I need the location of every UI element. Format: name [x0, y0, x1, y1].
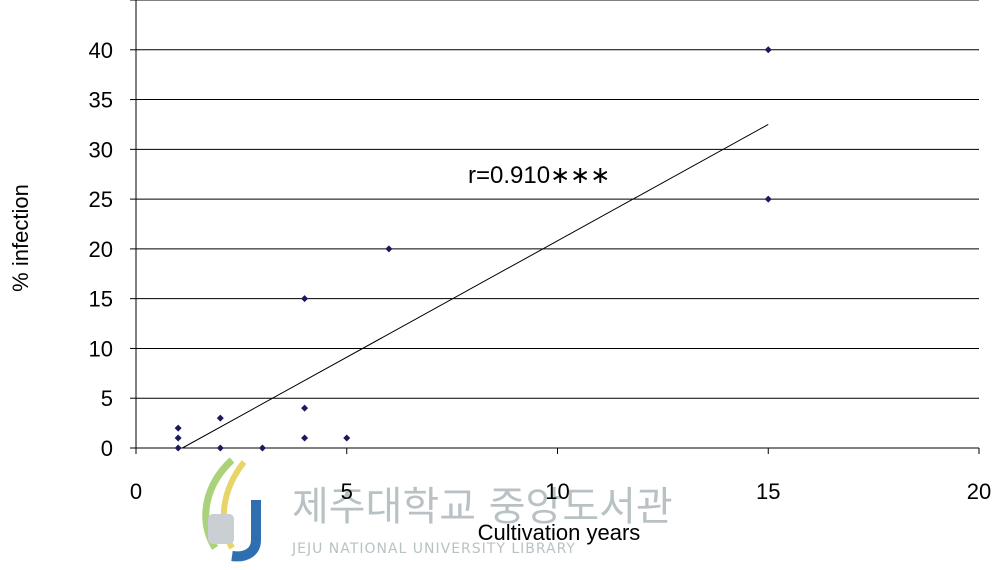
- jeju-university-logo-icon: [202, 457, 261, 562]
- data-point-5: [258, 444, 266, 452]
- y-tick-label-40: 40: [89, 38, 113, 63]
- data-point-7: [301, 404, 309, 412]
- x-tick-labels: 0 5 10 15 20: [130, 479, 991, 504]
- y-tick-label-30: 30: [89, 137, 113, 162]
- y-tick-label-35: 35: [89, 88, 113, 113]
- watermark-english: JEJU NATIONAL UNIVERSITY LIBRARY: [291, 541, 576, 557]
- y-tick-label-15: 15: [89, 287, 113, 312]
- data-point-3: [216, 444, 224, 452]
- x-axis-title: Cultivation years: [478, 520, 641, 545]
- x-tick-label-20: 20: [967, 479, 991, 504]
- data-point-2: [174, 424, 182, 432]
- correlation-annotation: r=0.910∗∗∗: [468, 162, 610, 189]
- y-tick-label-0: 0: [101, 436, 113, 461]
- x-tick-label-10: 10: [545, 479, 569, 504]
- y-tick-label-10: 10: [89, 336, 113, 361]
- x-tick-label-15: 15: [756, 479, 780, 504]
- x-tick-label-5: 5: [341, 479, 353, 504]
- data-point-9: [343, 434, 351, 442]
- y-axis-title: % infection: [8, 184, 33, 292]
- trendline-group: [182, 124, 769, 449]
- watermark: 제주대학교 중앙도서관 JEJU NATIONAL UNIVERSITY LIB…: [202, 457, 673, 562]
- data-point-4: [216, 414, 224, 422]
- y-tick-label-25: 25: [89, 187, 113, 212]
- data-point-8: [301, 295, 309, 303]
- trendline: [182, 124, 769, 449]
- data-point-10: [385, 245, 393, 253]
- y-tick-label-20: 20: [89, 237, 113, 262]
- y-tick-label-5: 5: [101, 386, 113, 411]
- data-point-6: [301, 434, 309, 442]
- data-point-1: [174, 434, 182, 442]
- y-tick-labels: 0 5 10 15 20 25 30 35 40: [89, 38, 113, 461]
- data-point-11: [764, 195, 772, 203]
- x-tick-label-0: 0: [130, 479, 142, 504]
- watermark-korean: 제주대학교 중앙도서관: [292, 484, 673, 530]
- axes: [130, 0, 980, 454]
- data-point-0: [174, 444, 182, 452]
- grid-lines: [136, 0, 979, 399]
- data-point-12: [764, 46, 772, 54]
- data-points: [174, 46, 772, 452]
